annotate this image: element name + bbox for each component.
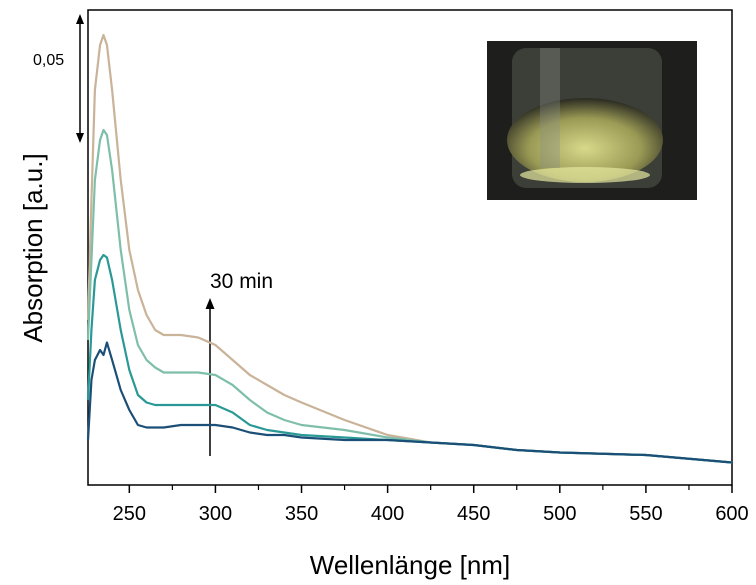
x-tick-label: 550 <box>629 503 662 525</box>
y-axis-label: Absorption [a.u.] <box>18 153 48 342</box>
scale-bar-head <box>76 133 84 143</box>
spectrum-line <box>86 253 733 464</box>
inset-photo <box>487 41 697 200</box>
spectrum-line <box>86 341 733 464</box>
plot-frame <box>87 9 733 486</box>
x-tick-label: 350 <box>285 503 318 525</box>
x-tick-label: 450 <box>457 503 490 525</box>
x-tick-label: 400 <box>371 503 404 525</box>
annotation: 30 min <box>210 270 273 293</box>
arrow-head <box>205 298 215 309</box>
scale-bar-label: 0,05 <box>33 52 64 69</box>
x-tick-label: 250 <box>113 503 146 525</box>
x-tick-label: 300 <box>199 503 232 525</box>
x-axis-label: Wellenlänge [nm] <box>310 550 510 580</box>
x-tick-label: 500 <box>543 503 576 525</box>
x-tick-label: 600 <box>715 503 748 525</box>
scale-bar-head <box>76 14 84 24</box>
